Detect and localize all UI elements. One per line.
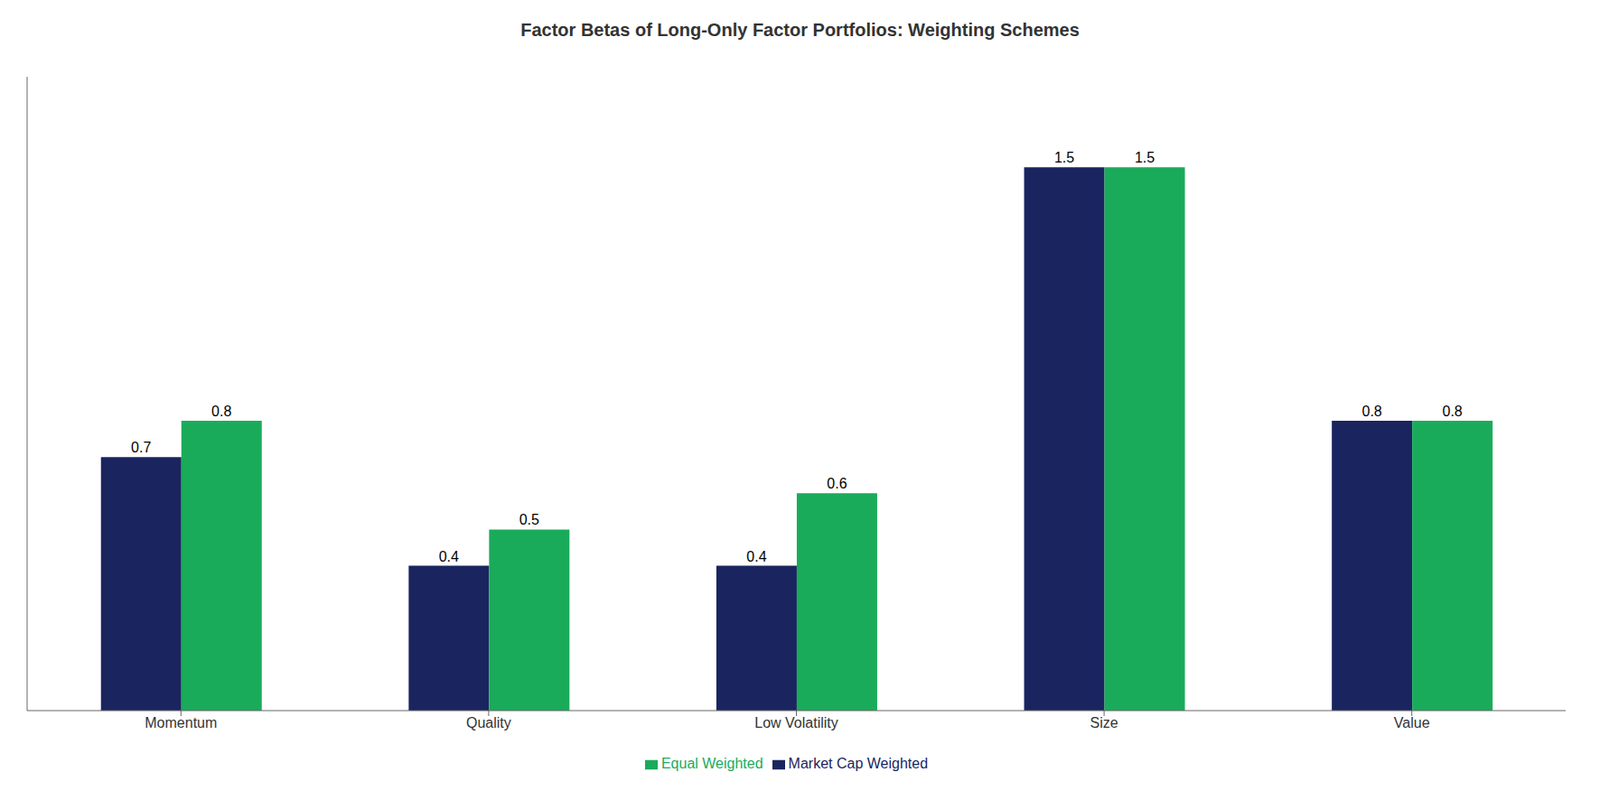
svg-text:Size: Size (1090, 715, 1119, 731)
svg-text:Momentum: Momentum (144, 715, 217, 731)
html-text:Equal Weighted: Equal Weighted (661, 756, 764, 772)
svg-text:0.4: 0.4 (439, 549, 459, 565)
svg-text:Value: Value (1394, 715, 1431, 731)
svg-text:0.8: 0.8 (1442, 403, 1463, 420)
svg-text:1.5: 1.5 (1054, 149, 1075, 166)
svg-text:Quality: Quality (466, 715, 512, 731)
svg-text:0.4: 0.4 (746, 549, 767, 565)
svg-text:1.5: 1.5 (1134, 149, 1155, 166)
svg-text:0.5: 0.5 (519, 512, 540, 528)
svg-text:0.6: 0.6 (826, 476, 847, 492)
svg-text:0.8: 0.8 (211, 403, 232, 420)
html-text:Factor Betas of Long-Only Fact: Factor Betas of Long-Only Factor Portfol… (520, 19, 1080, 40)
svg-text:0.7: 0.7 (130, 439, 151, 456)
svg-text:0.8: 0.8 (1362, 403, 1383, 420)
html-text:Market Cap Weighted: Market Cap Weighted (788, 756, 928, 772)
svg-text:Low Volatility: Low Volatility (754, 715, 839, 731)
